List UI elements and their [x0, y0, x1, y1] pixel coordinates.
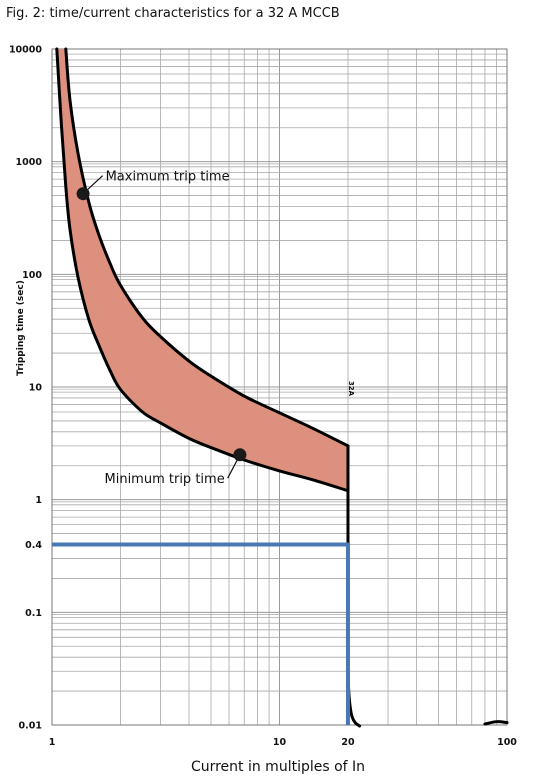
trip-band [56, 49, 348, 491]
annotation-label: Maximum trip time [106, 170, 230, 185]
annotation-label: Minimum trip time [105, 472, 225, 487]
y-axis-title: Tripping time (sec) [16, 280, 26, 376]
annotations: Maximum trip time Minimum trip time 32A [76, 170, 355, 487]
series-line-maximum-trip-time [64, 47, 350, 448]
annotation-dot [233, 448, 247, 462]
series-lines [52, 47, 509, 728]
series-line-tail [483, 720, 509, 726]
x-tick-label: 20 [341, 737, 355, 748]
figure-title: Fig. 2: time/current characteristics for… [6, 6, 340, 21]
y-tick-label: 10000 [9, 45, 42, 56]
annotation-dot [76, 187, 90, 201]
x-tick-label: 100 [497, 737, 517, 748]
y-tick-label: 10 [29, 383, 43, 394]
y-tick-label: 0.01 [19, 721, 42, 732]
x-tick-label: 1 [49, 737, 56, 748]
y-tick-label: 100 [22, 270, 42, 281]
x-tick-label: 10 [273, 737, 287, 748]
plot-frame [51, 48, 508, 726]
y-tick-label: 1 [35, 495, 42, 506]
tick-labels: 1 10 20 100 10000 1000 100 10 1 0.4 0.1 0.01 [9, 45, 517, 749]
y-tick-label: 0.4 [25, 540, 42, 551]
series-line-minimum-trip-time [55, 47, 350, 493]
x-axis-title: Current in multiples of In [191, 759, 365, 775]
annotation-label: 32A [347, 381, 355, 397]
trip-band-fill [56, 49, 348, 491]
y-tick-label: 0.1 [25, 608, 42, 619]
series-line-0-4-s-limit [52, 542, 350, 726]
y-tick-label: 1000 [16, 157, 43, 168]
